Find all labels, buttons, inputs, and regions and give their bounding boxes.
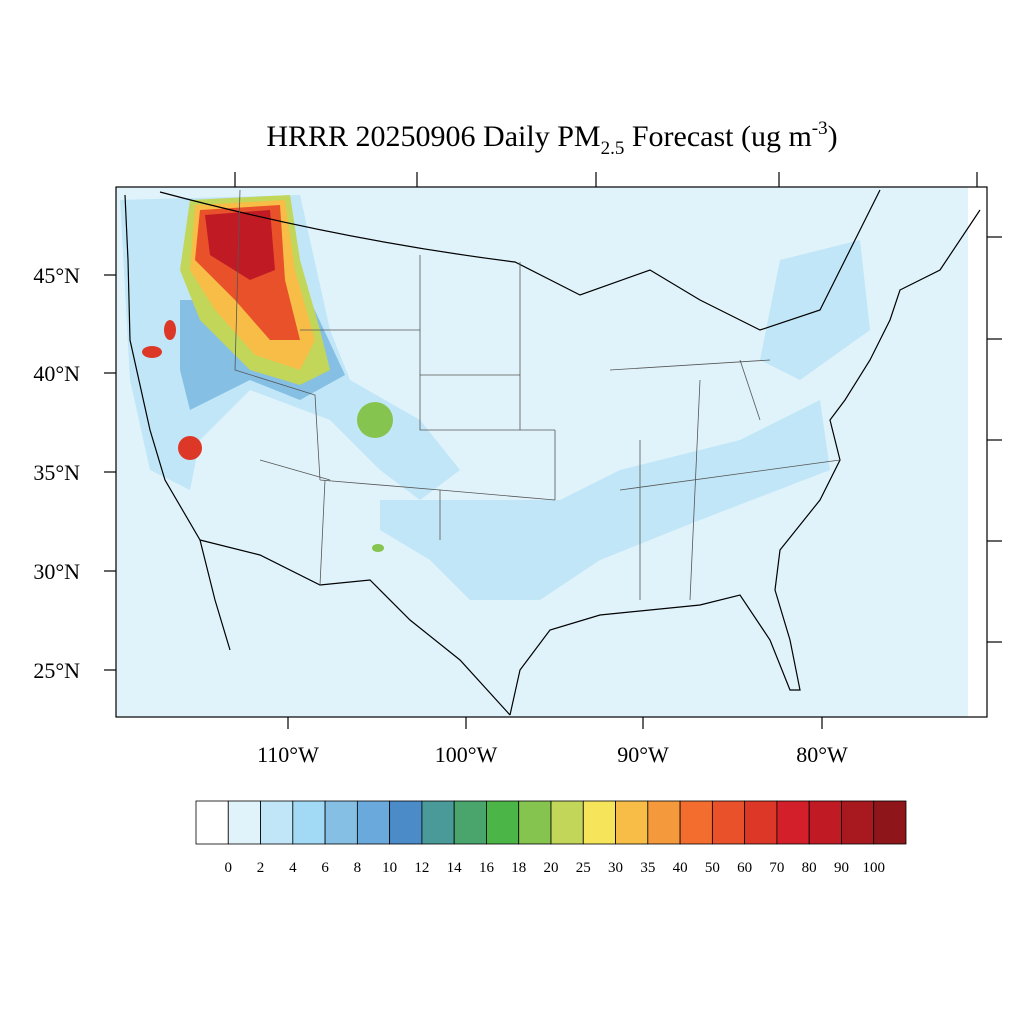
colorbar-label: 20: [544, 860, 559, 876]
colorbar-label: 18: [511, 860, 526, 876]
colorbar-label: 35: [640, 860, 655, 876]
colorbar-swatch: [776, 800, 810, 845]
map-area: 45°N 40°N 35°N 30°N 25°N 110°W 100°W 90°…: [33, 172, 1002, 767]
colorbar-swatch: [453, 800, 487, 845]
colorbar-label: 60: [737, 860, 752, 876]
title-superscript: -3: [812, 118, 828, 139]
lon-label: 110°W: [257, 742, 319, 767]
lat-label: 30°N: [33, 559, 80, 584]
title-subscript: 2.5: [601, 138, 625, 159]
lat-label: 45°N: [33, 263, 80, 288]
colorbar-label: 16: [479, 860, 495, 876]
colorbar-swatch: [679, 800, 713, 845]
colorbar-swatch: [841, 800, 875, 845]
colorbar-swatch: [421, 800, 455, 845]
colorbar-swatch: [486, 800, 520, 845]
colorbar-label: 14: [447, 860, 463, 876]
colorbar-swatch: [647, 800, 681, 845]
colorbar-label: 50: [705, 860, 720, 876]
colorbar-swatch: [195, 800, 229, 845]
colorbar-swatch: [227, 800, 261, 845]
colorbar-label: 0: [225, 860, 233, 876]
colorbar-swatch: [518, 800, 552, 845]
smoke-field: [120, 195, 870, 600]
colorbar-swatch: [550, 800, 584, 845]
map-ticks: [104, 172, 1002, 729]
colorbar-label: 12: [414, 860, 429, 876]
map-frame: [115, 186, 988, 718]
colorbar-swatch: [582, 800, 616, 845]
lat-label: 35°N: [33, 460, 80, 485]
colorbar-swatch: [356, 800, 391, 845]
lat-label: 40°N: [33, 361, 80, 386]
state-borders: [234, 189, 841, 601]
lat-label: 25°N: [33, 658, 80, 683]
colorbar-swatch: [615, 800, 649, 845]
colorbar-label: 40: [673, 860, 688, 876]
colorbar-label: 2: [257, 860, 265, 876]
colorbar-label: 30: [608, 860, 623, 876]
map-title: HRRR 20250906 Daily PM2.5 Forecast (ug m…: [266, 118, 837, 159]
colorbar-swatch: [324, 800, 358, 845]
colorbar-swatch: [292, 800, 326, 845]
colorbar-label: 100: [862, 860, 885, 876]
colorbar-swatch: [873, 800, 907, 845]
colorbar-label: 10: [382, 860, 397, 876]
colorbar-label: 8: [354, 860, 362, 876]
colorbar-label: 70: [769, 860, 784, 876]
colorbar-swatch: [389, 800, 423, 845]
colorbar-label: 25: [576, 860, 591, 876]
coastline: [124, 189, 981, 716]
colorbar: 0 2 4 6 8 10 12 14 16 18 20 25 30 35 40 50 60 70 80 90 100: [195, 800, 907, 876]
colorbar-swatch: [808, 800, 842, 845]
colorbar-swatch: [260, 800, 294, 845]
lon-label: 80°W: [796, 742, 848, 767]
colorbar-label: 80: [802, 860, 817, 876]
colorbar-label: 90: [834, 860, 849, 876]
colorbar-swatch: [744, 800, 778, 845]
lon-label: 100°W: [435, 742, 498, 767]
colorbar-swatch: [711, 800, 746, 845]
title-middle: Forecast (ug m: [624, 120, 811, 153]
title-end: ): [828, 120, 838, 153]
lon-label: 90°W: [617, 742, 669, 767]
title-main: HRRR 20250906 Daily PM: [266, 120, 600, 153]
colorbar-label: 4: [289, 860, 297, 876]
colorbar-label: 6: [321, 860, 329, 876]
